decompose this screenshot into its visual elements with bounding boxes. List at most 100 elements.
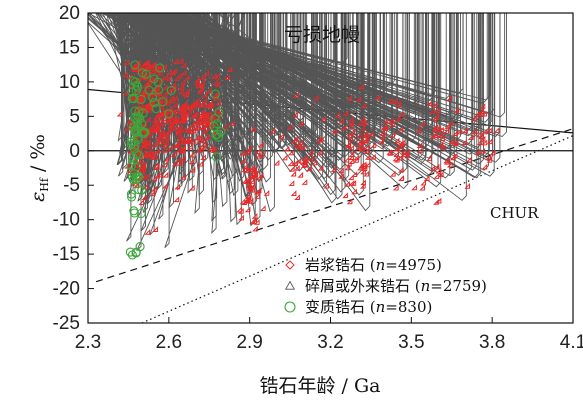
point-metamorphic-zircon bbox=[141, 69, 151, 79]
point-magmatic-zircon bbox=[143, 173, 150, 180]
point-magmatic-zircon bbox=[249, 178, 256, 184]
point-detrital-zircon bbox=[162, 13, 435, 136]
point-magmatic-zircon bbox=[273, 159, 280, 166]
point-magmatic-zircon bbox=[281, 154, 288, 161]
point-magmatic-zircon bbox=[224, 74, 230, 80]
y-axis-title-sub: Hf bbox=[38, 177, 51, 192]
point-magmatic-zircon bbox=[180, 69, 187, 76]
point-magmatic-zircon bbox=[362, 137, 368, 144]
point-magmatic-zircon bbox=[419, 184, 426, 191]
point-magmatic-zircon bbox=[393, 145, 400, 152]
point-detrital-zircon bbox=[216, 13, 467, 201]
point-magmatic-zircon bbox=[209, 119, 216, 126]
point-magmatic-zircon bbox=[453, 107, 460, 113]
point-detrital-zircon bbox=[130, 13, 156, 159]
point-detrital-zircon bbox=[166, 13, 369, 150]
point-magmatic-zircon bbox=[194, 76, 201, 83]
point-magmatic-zircon bbox=[416, 142, 423, 149]
point-magmatic-zircon bbox=[141, 194, 148, 200]
point-detrital-zircon bbox=[129, 13, 391, 88]
point-magmatic-zircon bbox=[188, 151, 195, 158]
point-detrital-zircon bbox=[115, 13, 335, 65]
point-magmatic-zircon bbox=[392, 184, 399, 191]
point-detrital-zircon bbox=[115, 13, 238, 100]
point-detrital-zircon bbox=[181, 13, 451, 161]
point-magmatic-zircon bbox=[152, 126, 158, 132]
point-magmatic-zircon bbox=[179, 104, 186, 111]
point-magmatic-zircon bbox=[340, 124, 347, 131]
point-metamorphic-zircon bbox=[125, 247, 135, 257]
point-magmatic-zircon bbox=[446, 95, 453, 101]
point-magmatic-zircon bbox=[300, 159, 306, 165]
point-magmatic-zircon bbox=[382, 118, 389, 124]
point-detrital-zircon bbox=[141, 13, 464, 94]
point-magmatic-zircon bbox=[433, 173, 440, 179]
point-metamorphic-zircon bbox=[126, 161, 136, 171]
point-magmatic-zircon bbox=[344, 181, 350, 187]
point-magmatic-zircon bbox=[355, 96, 362, 103]
point-magmatic-zircon bbox=[297, 139, 303, 146]
point-magmatic-zircon bbox=[288, 165, 295, 172]
point-metamorphic-zircon bbox=[154, 85, 164, 95]
point-magmatic-zircon bbox=[172, 101, 178, 108]
point-magmatic-zircon bbox=[398, 111, 405, 118]
point-magmatic-zircon bbox=[479, 148, 486, 154]
point-detrital-zircon bbox=[157, 13, 506, 118]
point-magmatic-zircon bbox=[254, 193, 261, 199]
point-magmatic-zircon bbox=[397, 140, 404, 147]
y-tick-label: -10 bbox=[53, 210, 80, 231]
y-tick-label: 0 bbox=[69, 141, 80, 162]
point-magmatic-zircon bbox=[252, 225, 258, 232]
point-magmatic-zircon bbox=[177, 57, 184, 64]
point-magmatic-zircon bbox=[244, 149, 251, 155]
point-detrital-zircon bbox=[164, 13, 385, 146]
point-magmatic-zircon bbox=[154, 164, 160, 171]
point-magmatic-zircon bbox=[168, 125, 175, 132]
point-magmatic-zircon bbox=[444, 123, 451, 129]
point-detrital-zircon bbox=[169, 13, 507, 138]
point-magmatic-zircon bbox=[175, 130, 182, 137]
point-magmatic-zircon bbox=[323, 182, 330, 189]
point-magmatic-zircon bbox=[149, 190, 156, 197]
point-magmatic-zircon bbox=[348, 151, 355, 158]
point-magmatic-zircon bbox=[249, 173, 255, 180]
y-tick-label: -20 bbox=[53, 279, 80, 300]
point-magmatic-zircon bbox=[286, 123, 293, 130]
point-magmatic-zircon bbox=[189, 184, 195, 191]
chart-title: 亏损地幔 bbox=[284, 24, 360, 46]
point-magmatic-zircon bbox=[374, 94, 381, 101]
point-magmatic-zircon bbox=[176, 156, 182, 163]
point-detrital-zircon bbox=[154, 13, 495, 114]
legend-n-symbol: n bbox=[376, 256, 386, 274]
point-magmatic-zircon bbox=[245, 194, 252, 201]
y-tick-label: -15 bbox=[53, 244, 80, 265]
point-magmatic-zircon bbox=[154, 147, 160, 154]
point-magmatic-zircon bbox=[415, 127, 422, 134]
point-magmatic-zircon bbox=[297, 171, 304, 178]
point-magmatic-zircon bbox=[486, 156, 493, 163]
point-detrital-zircon bbox=[163, 13, 301, 153]
point-detrital-zircon bbox=[188, 13, 334, 179]
y-tick-label: 5 bbox=[69, 106, 80, 127]
point-magmatic-zircon bbox=[146, 106, 153, 113]
point-metamorphic-zircon bbox=[140, 127, 150, 137]
point-magmatic-zircon bbox=[393, 151, 400, 158]
point-detrital-zircon bbox=[154, 13, 284, 145]
point-detrital-zircon bbox=[198, 13, 482, 179]
point-magmatic-zircon bbox=[478, 108, 485, 115]
point-magmatic-zircon bbox=[141, 60, 148, 67]
point-metamorphic-zircon bbox=[131, 247, 141, 257]
point-magmatic-zircon bbox=[364, 154, 371, 160]
point-magmatic-zircon bbox=[404, 149, 411, 155]
point-magmatic-zircon bbox=[481, 139, 488, 146]
point-magmatic-zircon bbox=[435, 125, 442, 132]
point-magmatic-zircon bbox=[363, 170, 370, 177]
point-magmatic-zircon bbox=[331, 128, 338, 134]
point-detrital-zircon bbox=[181, 13, 490, 157]
point-detrital-zircon bbox=[153, 13, 189, 192]
point-magmatic-zircon bbox=[145, 132, 152, 138]
point-detrital-zircon bbox=[147, 13, 288, 135]
point-metamorphic-zircon bbox=[211, 130, 221, 140]
point-detrital-zircon bbox=[222, 13, 261, 222]
point-magmatic-zircon bbox=[452, 140, 459, 147]
